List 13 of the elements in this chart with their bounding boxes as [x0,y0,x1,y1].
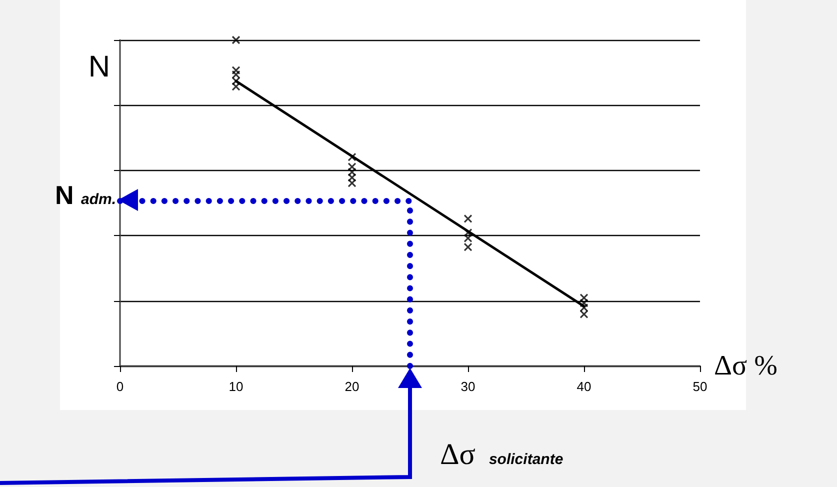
point [464,214,472,223]
point [232,36,240,44]
x-axis-title: Δσ % [714,350,778,382]
point [232,66,240,75]
x-tick-label: 40 [576,379,592,394]
x-tick-label: 10 [228,379,244,394]
ref-line-label: Δσ solicitante [440,438,564,471]
y-axis-title: N [88,50,110,84]
ref-line-label: N adm. [54,180,116,210]
x-tick-label: 0 [116,379,124,394]
x-tick-label: 30 [460,379,476,394]
x-tick-label: 50 [692,379,708,394]
x-tick-label: 20 [344,379,360,394]
